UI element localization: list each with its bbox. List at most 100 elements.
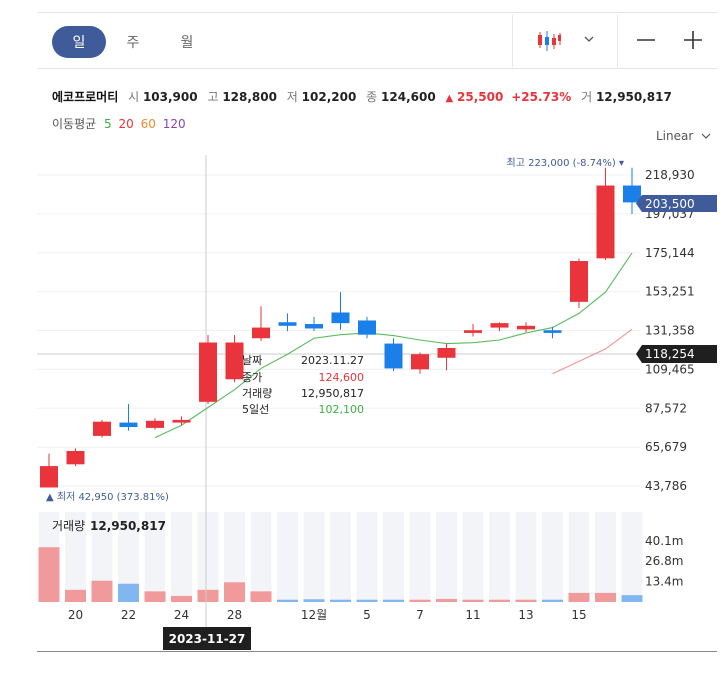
volume-bar-background	[409, 512, 431, 602]
candlestick-icon[interactable]	[536, 29, 562, 53]
candle-body	[278, 322, 297, 326]
volume-legend-value: 12,950,817	[90, 519, 166, 533]
volume-bar	[568, 592, 590, 602]
x-tick-label: 15	[571, 608, 586, 622]
volume-bar-background	[171, 512, 192, 602]
bottom-divider	[37, 651, 717, 652]
candle-body	[358, 320, 376, 335]
toolbar-separator	[512, 15, 513, 67]
candle	[40, 453, 58, 488]
tooltip-volume-label: 거래량	[242, 387, 272, 400]
crosshair-date-badge: 2023-11-27	[163, 627, 251, 650]
ma-5-label[interactable]: 5	[104, 117, 112, 131]
hover-price-value: 118,254	[645, 347, 695, 361]
candle-body	[517, 325, 535, 330]
volume-bar-background	[144, 512, 166, 602]
close-label: 종	[366, 90, 378, 104]
volume-bar	[277, 599, 298, 602]
price-tick-label: 87,572	[645, 401, 687, 415]
volume-bar-background	[568, 512, 590, 602]
candle	[331, 292, 350, 330]
ma20-line	[552, 328, 633, 375]
price-tick-label: 65,679	[645, 440, 687, 454]
volume-bar-background	[330, 512, 351, 602]
high-value: 128,800	[222, 90, 277, 104]
top-divider	[37, 12, 717, 13]
volume-bar	[65, 589, 86, 602]
price-tick-label: 153,251	[645, 285, 695, 299]
plus-icon[interactable]	[683, 30, 703, 50]
current-price-value: 203,500	[645, 197, 695, 211]
volume-bar-background	[224, 512, 245, 602]
volume-bar	[250, 591, 272, 602]
volume-label: 거	[581, 90, 593, 104]
volume-bar-background	[542, 512, 563, 602]
candle	[172, 416, 191, 426]
volume-bar	[515, 599, 537, 602]
close-value: 124,600	[381, 90, 436, 104]
current-price-badge	[636, 195, 717, 212]
volume-bar-background	[303, 512, 325, 602]
header-divider	[37, 68, 717, 69]
tab-day[interactable]: 일	[52, 26, 106, 58]
volume-bar	[356, 599, 378, 602]
scale-selector[interactable]: Linear	[656, 129, 711, 143]
candle	[596, 167, 615, 261]
ma-20-label[interactable]: 20	[118, 117, 134, 131]
change-value: 25,500	[457, 90, 504, 104]
candle	[517, 322, 535, 333]
volume-bar-background	[197, 512, 219, 602]
scale-label: Linear	[656, 129, 694, 143]
candle-body	[305, 324, 323, 329]
low-label: 저	[286, 90, 298, 104]
volume-bar	[144, 591, 166, 602]
candle	[252, 306, 270, 341]
minus-icon[interactable]	[636, 30, 656, 50]
candle-body	[411, 354, 429, 370]
volume-bar	[409, 599, 431, 602]
volume-legend-label: 거래량	[52, 519, 85, 533]
high-label: 고	[207, 90, 219, 104]
ma-legend: 이동평균 5 20 60 120	[52, 115, 186, 132]
volume-bar-background	[595, 512, 616, 602]
tooltip-date-label: 날짜	[242, 354, 262, 367]
candle-body	[146, 420, 164, 428]
volume-bar	[197, 589, 219, 602]
max-price-annotation: 최고 223,000 (-8.74%) ▾	[507, 157, 625, 169]
volume-tick-label: 13.4m	[645, 575, 683, 589]
volume-bar	[171, 595, 192, 602]
volume-bar	[118, 583, 139, 602]
candle	[384, 338, 403, 372]
volume-bar	[462, 599, 484, 602]
candle	[437, 343, 456, 371]
candle-body	[252, 327, 270, 339]
candle-body	[40, 466, 58, 488]
tooltip-date-value: 2023.11.27	[301, 354, 364, 367]
tab-month[interactable]: 월	[180, 35, 194, 51]
candle-body	[93, 421, 111, 436]
x-tick-label: 13	[518, 608, 533, 622]
candle-body	[490, 323, 509, 328]
volume-bar	[303, 599, 325, 602]
candle	[225, 335, 244, 383]
ma-60-label[interactable]: 60	[140, 117, 156, 131]
candle-body	[384, 343, 403, 369]
volume-tick-label: 26.8m	[645, 554, 683, 568]
period-tabs: 일 주 월	[52, 26, 214, 58]
candle	[411, 352, 429, 374]
x-tick-label: 20	[68, 608, 83, 622]
candle	[119, 403, 138, 431]
chevron-down-icon[interactable]	[583, 34, 595, 44]
volume-bar	[595, 592, 616, 602]
x-tick-label: 24	[174, 608, 189, 622]
toolbar-separator	[617, 15, 618, 67]
x-tick-label: 7	[416, 608, 424, 622]
tab-week[interactable]: 주	[126, 35, 140, 51]
x-tick-label: 12월	[301, 608, 327, 622]
candle-body	[623, 185, 641, 203]
open-label: 시	[128, 90, 140, 104]
volume-bar-background	[118, 512, 139, 602]
ma-120-label[interactable]: 120	[162, 117, 186, 131]
volume-bar	[542, 599, 563, 602]
